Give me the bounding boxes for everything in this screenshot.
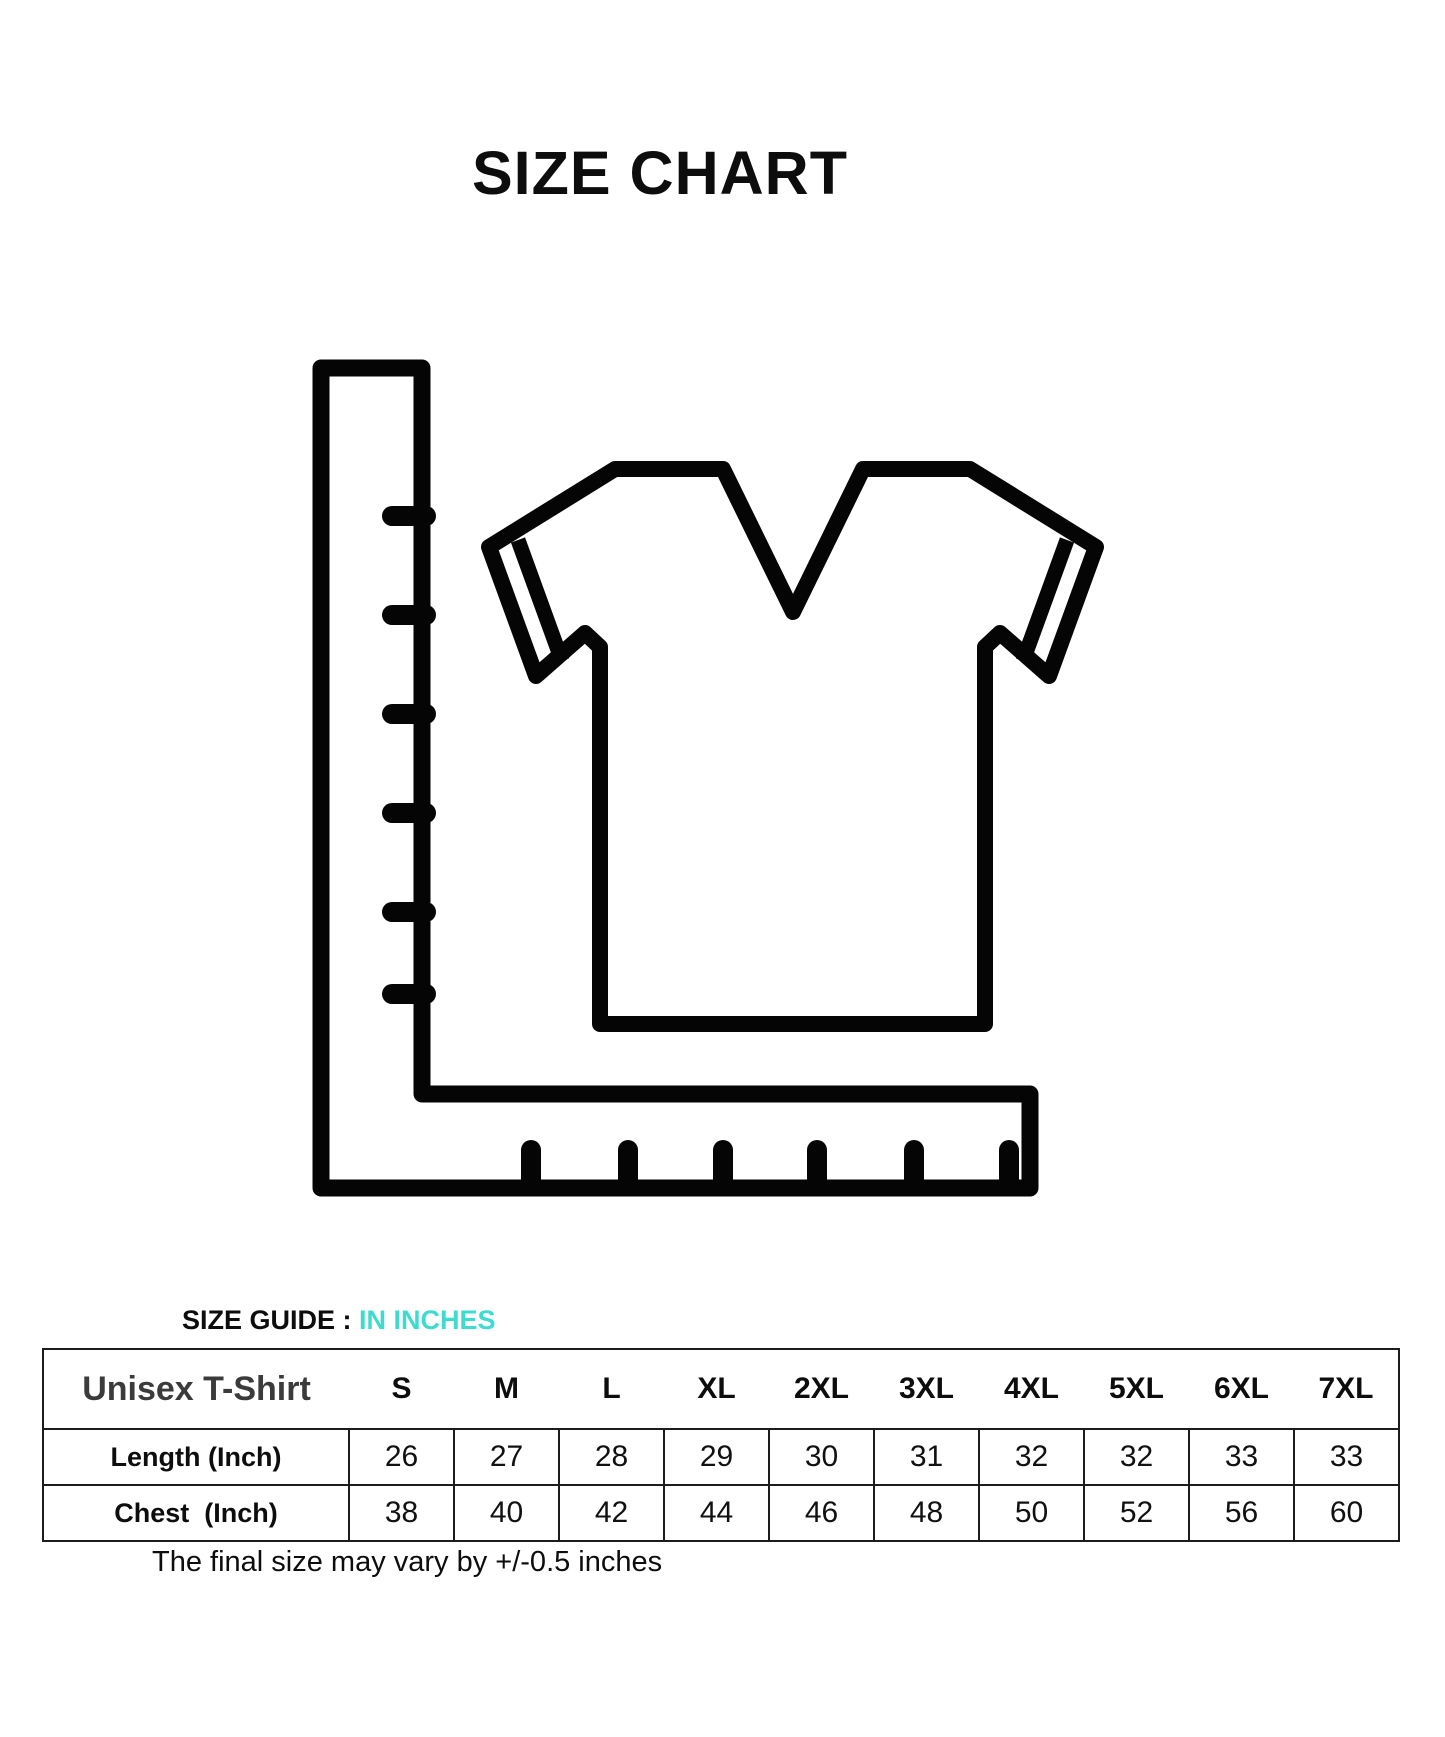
- length-row-label: Length (Inch): [42, 1428, 350, 1486]
- size-header-7xl: 7XL: [1294, 1349, 1399, 1430]
- size-header-5xl: 5XL: [1084, 1349, 1189, 1430]
- footnote: The final size may vary by +/-0.5 inches: [152, 1546, 663, 1578]
- product-label: Unisex T-Shirt: [43, 1349, 349, 1430]
- length-value: 32: [1083, 1428, 1190, 1486]
- chest-value: 48: [873, 1484, 980, 1542]
- ruler-vertical-ticks: [382, 506, 436, 1004]
- length-value: 30: [768, 1428, 875, 1486]
- l-ruler-icon: [312, 359, 1039, 1197]
- page-title: SIZE CHART: [472, 139, 848, 207]
- length-row: Length (Inch) 26 27 28 29 30 31 32 32 33…: [42, 1428, 1400, 1486]
- size-header-3xl: 3XL: [874, 1349, 979, 1430]
- size-header-4xl: 4XL: [979, 1349, 1084, 1430]
- chest-value: 44: [663, 1484, 770, 1542]
- chest-value: 46: [768, 1484, 875, 1542]
- chest-value: 40: [453, 1484, 560, 1542]
- length-value: 32: [978, 1428, 1085, 1486]
- chest-value: 60: [1293, 1484, 1400, 1542]
- length-value: 33: [1188, 1428, 1295, 1486]
- length-value: 26: [348, 1428, 455, 1486]
- length-value: 27: [453, 1428, 560, 1486]
- chest-row-label: Chest (Inch): [42, 1484, 350, 1542]
- length-value: 31: [873, 1428, 980, 1486]
- size-header-xl: XL: [664, 1349, 769, 1430]
- ruler-horizontal-ticks: [521, 1140, 1019, 1192]
- chest-value: 38: [348, 1484, 455, 1542]
- size-header-6xl: 6XL: [1189, 1349, 1294, 1430]
- left-cuff-stripe: [510, 537, 570, 664]
- sleeve-cuff-stripes: [510, 537, 1075, 664]
- size-header-l: L: [559, 1349, 664, 1430]
- length-value: 28: [558, 1428, 665, 1486]
- length-value: 29: [663, 1428, 770, 1486]
- chest-value: 52: [1083, 1484, 1190, 1542]
- size-header-2xl: 2XL: [769, 1349, 874, 1430]
- length-value: 33: [1293, 1428, 1400, 1486]
- size-guide-highlight: IN INCHES: [359, 1305, 496, 1335]
- size-header-m: M: [454, 1349, 559, 1430]
- size-table-header-row: Unisex T-Shirt S M L XL 2XL 3XL 4XL 5XL …: [43, 1349, 1399, 1430]
- size-table: Unisex T-Shirt S M L XL 2XL 3XL 4XL 5XL …: [42, 1348, 1400, 1542]
- tshirt-ruler-graphic: [312, 359, 1104, 1197]
- chest-value: 42: [558, 1484, 665, 1542]
- size-header-s: S: [349, 1349, 454, 1430]
- size-guide-label: SIZE GUIDE :: [182, 1305, 360, 1335]
- right-cuff-stripe: [1015, 537, 1075, 664]
- chest-row: Chest (Inch) 38 40 42 44 46 48 50 52 56 …: [42, 1484, 1400, 1542]
- chest-value: 56: [1188, 1484, 1295, 1542]
- tshirt-icon: [481, 461, 1104, 1032]
- size-guide-line: SIZE GUIDE : IN INCHES: [152, 1274, 496, 1367]
- chest-value: 50: [978, 1484, 1085, 1542]
